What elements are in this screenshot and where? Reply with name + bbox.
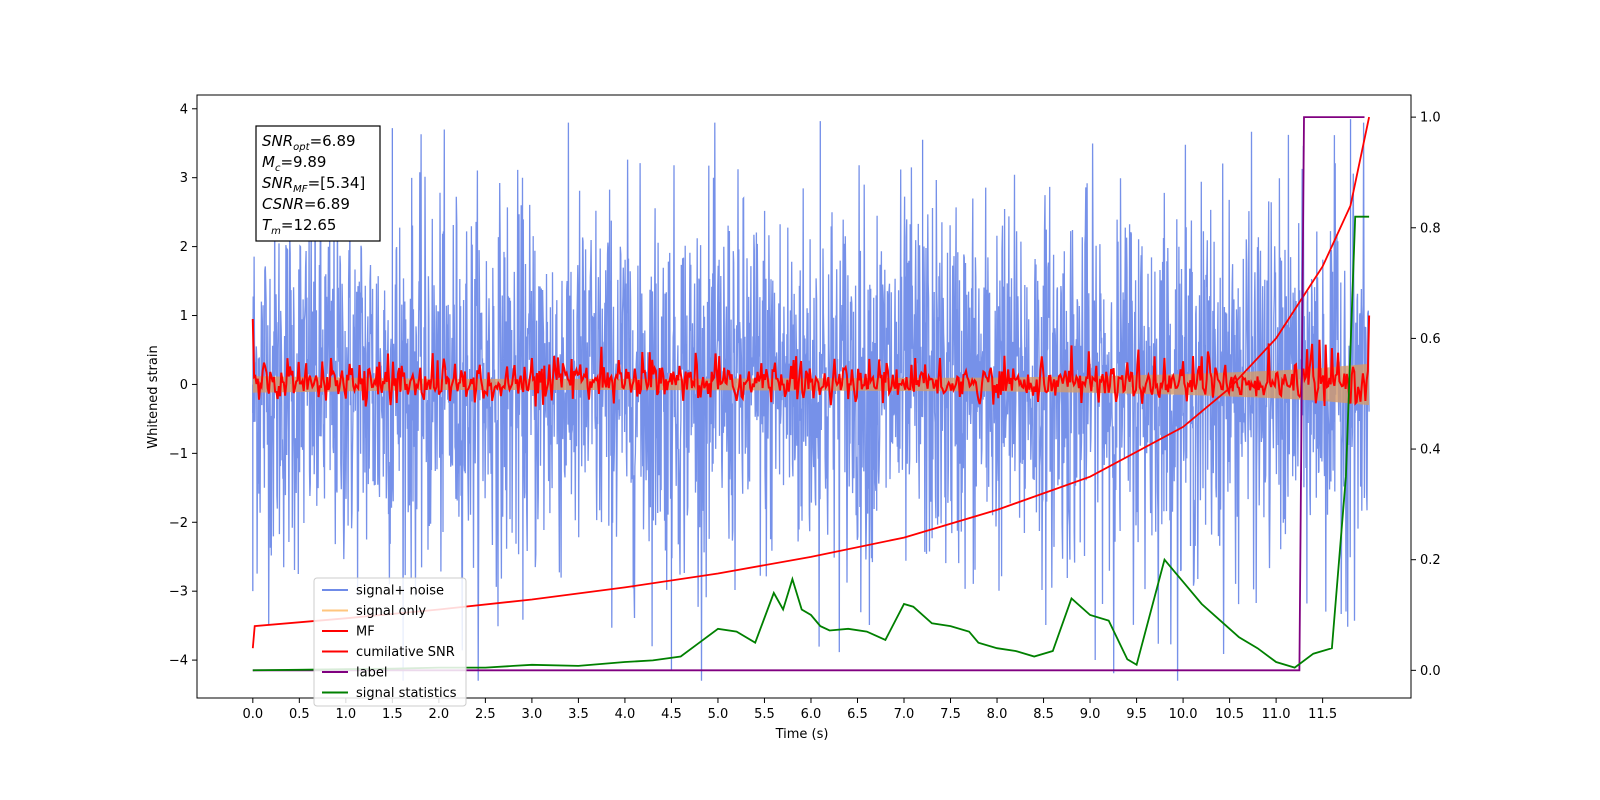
legend-label: MF bbox=[356, 625, 375, 640]
signal-only-band bbox=[252, 363, 1370, 406]
x-tick-label: 6.0 bbox=[801, 707, 822, 722]
legend-label: signal only bbox=[356, 604, 426, 619]
x-tick-label: 7.5 bbox=[940, 707, 961, 722]
x-tick-label: 8.5 bbox=[1033, 707, 1054, 722]
legend-label: signal statistics bbox=[356, 686, 457, 701]
annotation-line: Mc=9.89 bbox=[262, 153, 326, 174]
x-tick-label: 9.0 bbox=[1080, 707, 1101, 722]
x-tick-label: 4.5 bbox=[661, 707, 682, 722]
legend-label: signal+ noise bbox=[356, 584, 444, 599]
y-tick-label: 2 bbox=[180, 240, 188, 255]
y-tick-label: −4 bbox=[169, 654, 188, 669]
x-tick-label: 10.0 bbox=[1169, 707, 1198, 722]
y-tick-label: 3 bbox=[180, 171, 188, 186]
y-axis-label: Whitened strain bbox=[146, 345, 161, 448]
x-tick-label: 5.5 bbox=[754, 707, 775, 722]
y-axis-left: 4 3 2 1 0 −1 −2 −3 −4 bbox=[169, 102, 197, 669]
y-tick-label: 0 bbox=[180, 378, 188, 393]
x-tick-label: 0.0 bbox=[242, 707, 263, 722]
x-tick-label: 6.5 bbox=[847, 707, 868, 722]
legend-frame bbox=[313, 577, 467, 707]
mf-line bbox=[251, 315, 1371, 407]
signal-noise-line bbox=[252, 122, 1370, 681]
signal-statistics-line bbox=[252, 215, 1370, 672]
signal-only-series bbox=[252, 363, 1370, 406]
y2-tick-label: 1.0 bbox=[1420, 111, 1441, 126]
y2-tick-label: 0.8 bbox=[1420, 221, 1441, 236]
annotation-line: Tm=12.65 bbox=[262, 216, 336, 237]
x-tick-label: 1.5 bbox=[382, 707, 403, 722]
annotation-frame bbox=[255, 125, 381, 242]
x-tick-label: 11.0 bbox=[1262, 707, 1291, 722]
x-tick-label: 2.5 bbox=[475, 707, 496, 722]
plot-frame bbox=[196, 94, 1412, 699]
y2-tick-label: 0.0 bbox=[1420, 664, 1441, 679]
y-axis-right: 1.0 0.8 0.6 0.4 0.2 0.0 bbox=[1411, 111, 1441, 679]
x-tick-label: 5.0 bbox=[708, 707, 729, 722]
x-axis-label: Time (s) bbox=[775, 727, 829, 742]
label-line bbox=[252, 116, 1365, 672]
x-tick-label: 4.0 bbox=[615, 707, 636, 722]
annotation-line: CSNR=6.89 bbox=[262, 195, 350, 213]
legend-label: label bbox=[356, 666, 387, 681]
annotation-line: SNRMF=[5.34] bbox=[262, 174, 365, 195]
x-tick-label: 11.5 bbox=[1308, 707, 1337, 722]
x-tick-label: 9.5 bbox=[1126, 707, 1147, 722]
x-tick-label: 3.5 bbox=[568, 707, 589, 722]
mf-series bbox=[251, 315, 1371, 407]
x-tick-label: 3.0 bbox=[522, 707, 543, 722]
x-tick-label: 7.0 bbox=[894, 707, 915, 722]
y-tick-label: −2 bbox=[169, 516, 188, 531]
x-tick-label: 10.5 bbox=[1215, 707, 1244, 722]
y2-tick-label: 0.4 bbox=[1420, 443, 1441, 458]
legend: signal+ noise signal only MF cumilative SNR… bbox=[313, 577, 467, 707]
y-tick-label: 4 bbox=[180, 102, 188, 117]
x-tick-label: 0.5 bbox=[289, 707, 310, 722]
legend-label: cumilative SNR bbox=[356, 645, 455, 660]
y2-tick-label: 0.2 bbox=[1420, 553, 1441, 568]
x-tick-label: 2.0 bbox=[429, 707, 450, 722]
y2-tick-label: 0.6 bbox=[1420, 332, 1441, 347]
x-tick-label: 8.0 bbox=[987, 707, 1008, 722]
y-tick-label: −1 bbox=[169, 447, 188, 462]
x-tick-label: 1.0 bbox=[335, 707, 356, 722]
y-tick-label: −3 bbox=[169, 585, 188, 600]
y-tick-label: 1 bbox=[180, 309, 188, 324]
x-axis: 0.0 0.5 1.0 1.5 2.0 2.5 3.0 3.5 4.0 4.5 5.0 5.5 6.0 6… bbox=[242, 698, 1337, 722]
signal-noise-series bbox=[252, 119, 1370, 681]
annotation-line: SNRopt=6.89 bbox=[262, 132, 356, 153]
